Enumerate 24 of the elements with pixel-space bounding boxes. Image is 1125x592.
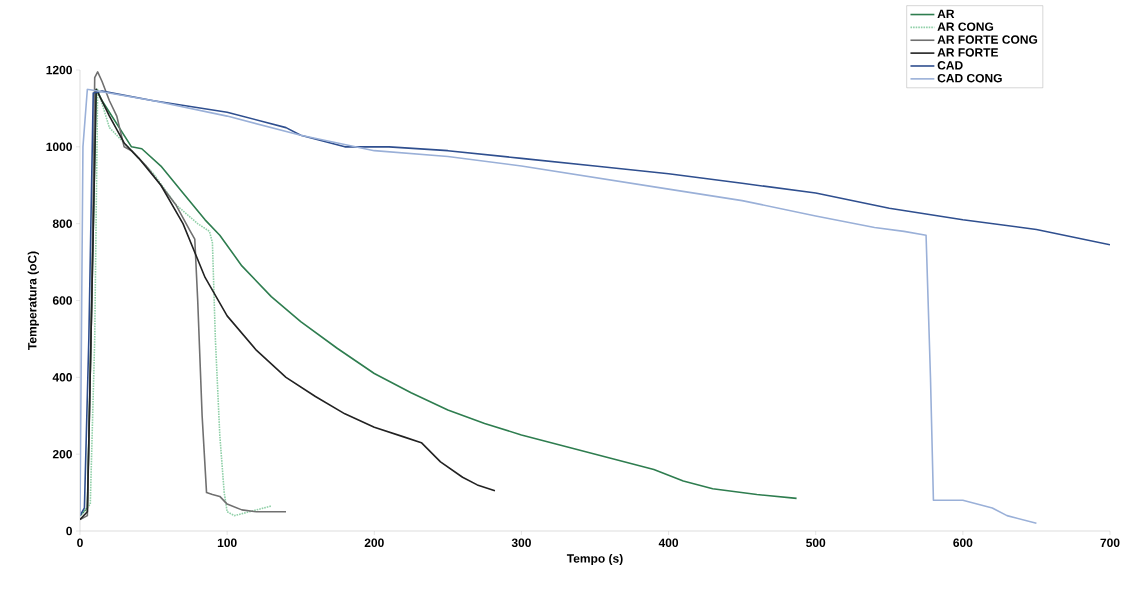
legend-label: AR: [937, 9, 955, 18]
x-tick-label: 600: [953, 538, 973, 548]
x-tick-label: 700: [1100, 538, 1120, 548]
y-tick-label: 400: [52, 373, 72, 382]
x-axis-title: Tempo (s): [566, 553, 623, 566]
y-tick-label: 200: [52, 449, 72, 459]
x-tick-label: 0: [77, 538, 83, 548]
legend-label: CAD: [937, 61, 963, 70]
y-axis-title: Temperatura (oC): [27, 251, 39, 350]
x-tick-label: 300: [511, 538, 531, 548]
y-tick-label: 600: [52, 296, 72, 305]
x-tick-label: 500: [806, 538, 826, 548]
line-series: [80, 88, 496, 521]
legend-label: AR FORTE CONG: [937, 35, 1038, 44]
legend-label: AR CONG: [937, 22, 994, 31]
legend-label: CAD CONG: [937, 73, 1002, 83]
x-tick-label: 200: [364, 538, 384, 548]
legend-label: AR FORTE: [937, 48, 999, 57]
y-tick-label: 1200: [46, 65, 72, 75]
y-tick-label: 0: [66, 526, 72, 536]
y-tick-label: 800: [52, 219, 72, 228]
x-tick-label: 400: [658, 538, 679, 548]
x-tick-label: 100: [217, 538, 237, 548]
y-tick-label: 1000: [46, 142, 72, 152]
